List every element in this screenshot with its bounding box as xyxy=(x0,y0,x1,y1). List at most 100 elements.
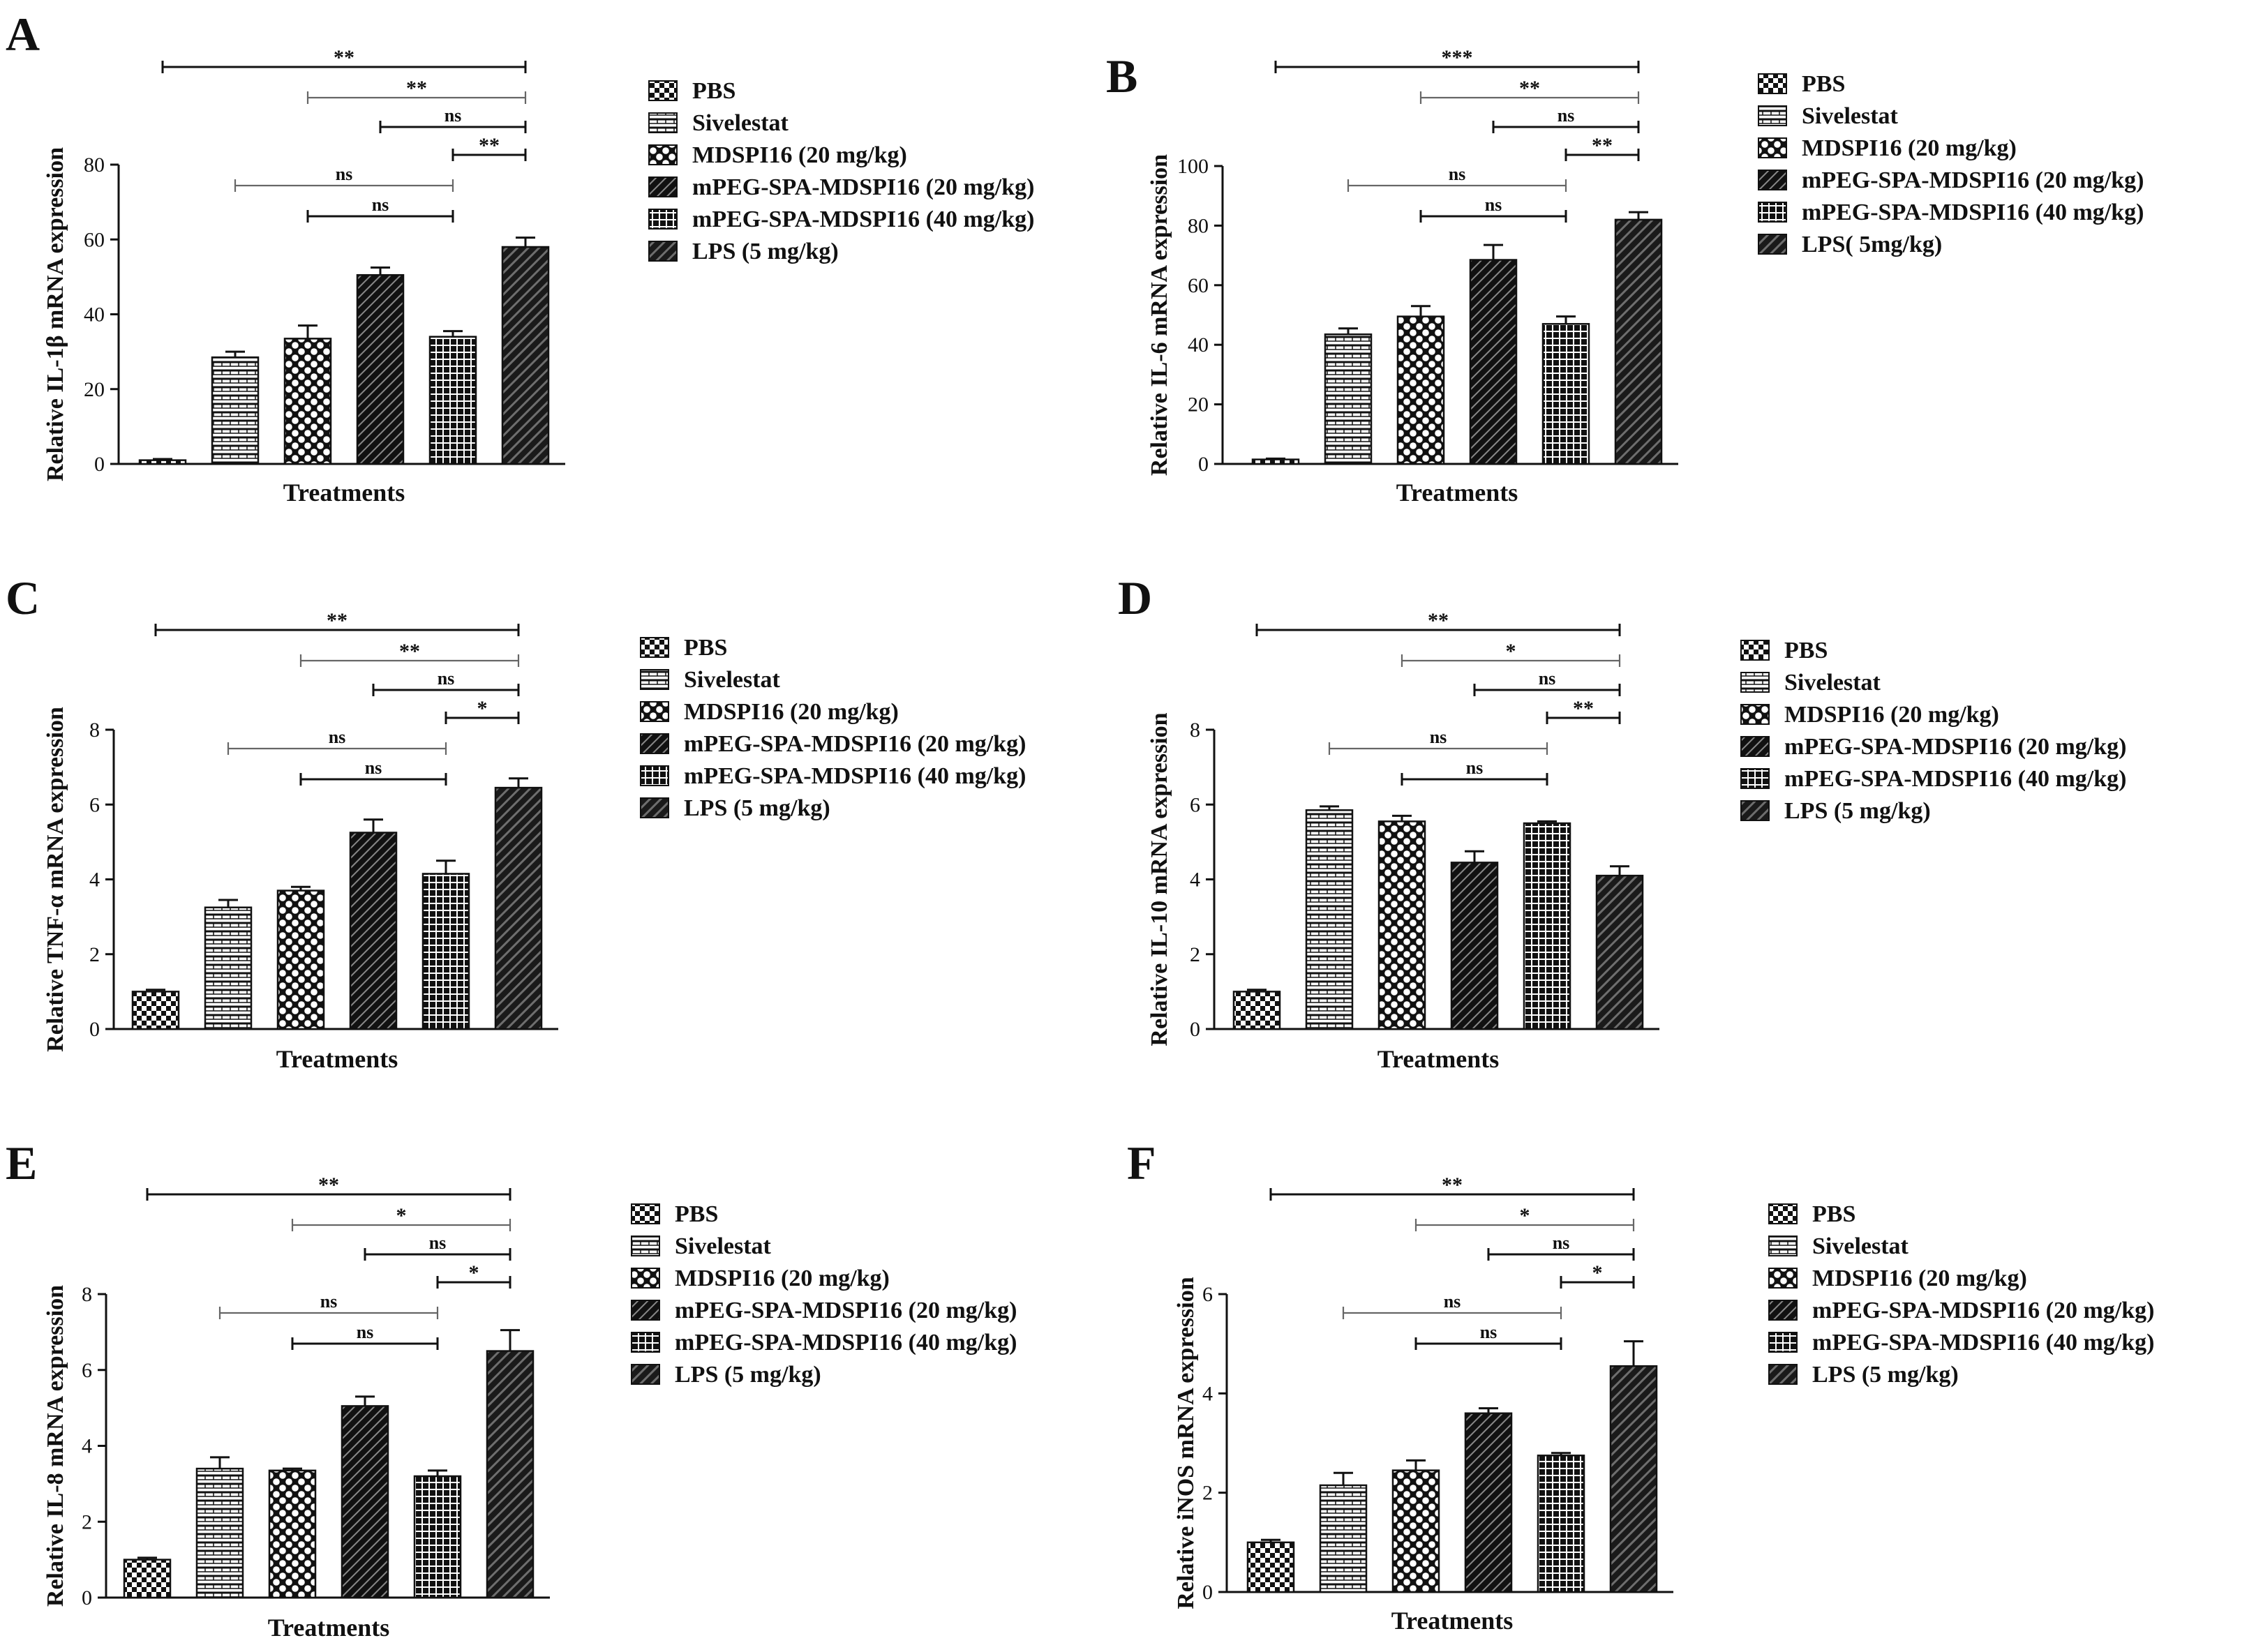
significance-label: ** xyxy=(1442,1173,1463,1196)
y-tick-label: 20 xyxy=(1188,393,1209,416)
y-tick-label: 0 xyxy=(82,1586,92,1609)
legend-swatch xyxy=(1740,640,1770,661)
y-tick-label: 2 xyxy=(1190,943,1200,966)
legend-label: LPS (5 mg/kg) xyxy=(692,239,839,264)
significance-label: ** xyxy=(1573,697,1594,720)
significance-label: ns xyxy=(1553,1233,1570,1253)
x-axis-label: Treatments xyxy=(268,1614,390,1642)
y-tick-label: 0 xyxy=(1190,1018,1200,1041)
chart-panel-c: C 0 2 4 6 8 Relative TNF-α mRNA expression Trea… xyxy=(6,571,1026,1073)
legend-swatch xyxy=(1768,1236,1798,1256)
chart-panel-e: E 0 2 4 6 8 Relative IL-8 mRNA expression Treat… xyxy=(6,1136,1017,1642)
legend-swatch xyxy=(631,1236,660,1256)
panel-letter: D xyxy=(1118,571,1152,624)
bar xyxy=(1469,259,1518,465)
bar xyxy=(1595,874,1644,1030)
y-axis-label: Relative IL-1β mRNA expression xyxy=(43,147,68,481)
legend-label: mPEG-SPA-MDSPI16 (20 mg/kg) xyxy=(1802,167,2144,193)
legend-label: PBS xyxy=(1802,71,1845,97)
bar xyxy=(494,786,543,1030)
bar xyxy=(195,1467,244,1599)
bar xyxy=(428,336,477,465)
legend-swatch xyxy=(1768,1332,1798,1353)
x-axis-label: Treatments xyxy=(1396,479,1518,506)
legend-swatch xyxy=(1740,800,1770,821)
y-axis-label: Relative IL-10 mRNA expression xyxy=(1147,712,1172,1046)
legend-swatch xyxy=(1758,137,1787,158)
significance-label: ** xyxy=(399,640,420,663)
legend-label: Sivelestat xyxy=(684,667,781,693)
y-tick-label: 4 xyxy=(82,1435,92,1458)
legend-label: MDSPI16 (20 mg/kg) xyxy=(1784,702,1999,728)
legend-label: mPEG-SPA-MDSPI16 (40 mg/kg) xyxy=(1784,766,2126,792)
panel-letter: F xyxy=(1127,1136,1156,1189)
legend-label: mPEG-SPA-MDSPI16 (20 mg/kg) xyxy=(684,731,1026,757)
y-tick-label: 4 xyxy=(1190,869,1200,892)
legend-swatch xyxy=(1758,202,1787,223)
significance-label: ns xyxy=(1480,1322,1498,1342)
legend-swatch xyxy=(640,637,669,658)
legend: PBS Sivelestat MDSPI16 (20 mg/kg) mPEG-SPA-… xyxy=(648,78,1034,264)
legend-swatch xyxy=(631,1268,660,1289)
legend-label: MDSPI16 (20 mg/kg) xyxy=(1802,135,2017,161)
legend: PBS Sivelestat MDSPI16 (20 mg/kg) mPEG-SPA-… xyxy=(1758,71,2144,257)
bar xyxy=(356,273,405,465)
significance-label: * xyxy=(1520,1204,1530,1227)
legend-label: LPS (5 mg/kg) xyxy=(1784,798,1931,824)
legend-swatch xyxy=(1768,1268,1798,1289)
significance-label: ** xyxy=(406,77,427,100)
bar xyxy=(1305,809,1354,1030)
bar xyxy=(1541,323,1590,465)
legend-swatch xyxy=(1740,672,1770,693)
legend-swatch xyxy=(1758,105,1787,126)
legend: PBS Sivelestat MDSPI16 (20 mg/kg) mPEG-SPA-… xyxy=(1768,1201,2154,1388)
bar xyxy=(1246,1541,1295,1593)
x-axis-label: Treatments xyxy=(1391,1607,1514,1635)
y-tick-label: 20 xyxy=(84,378,105,401)
legend: PBS Sivelestat MDSPI16 (20 mg/kg) mPEG-SPA-… xyxy=(640,635,1026,821)
significance-label: ns xyxy=(1449,164,1466,184)
bar xyxy=(1614,218,1663,465)
legend-label: PBS xyxy=(692,78,735,104)
y-tick-label: 0 xyxy=(1202,1581,1213,1604)
legend-swatch xyxy=(648,80,678,101)
legend-swatch xyxy=(640,669,669,690)
significance-label: ** xyxy=(327,609,348,632)
bar xyxy=(1377,820,1426,1030)
y-axis-label: Relative TNF-α mRNA expression xyxy=(43,707,68,1052)
significance-label: ns xyxy=(1558,105,1575,126)
legend-label: PBS xyxy=(684,635,727,661)
bar xyxy=(131,991,180,1030)
x-axis-label: Treatments xyxy=(1377,1045,1500,1073)
significance-label: ** xyxy=(1592,134,1613,157)
y-tick-label: 80 xyxy=(84,153,105,177)
significance-label: * xyxy=(1506,640,1516,663)
legend-label: PBS xyxy=(675,1201,718,1227)
bar xyxy=(1232,991,1281,1030)
legend-label: mPEG-SPA-MDSPI16 (40 mg/kg) xyxy=(1802,200,2144,225)
y-tick-label: 6 xyxy=(89,793,100,816)
legend-swatch xyxy=(648,144,678,165)
significance-label: * xyxy=(396,1204,407,1227)
y-tick-label: 2 xyxy=(89,943,100,966)
y-axis-label: Relative IL-6 mRNA expression xyxy=(1147,154,1172,476)
bar xyxy=(276,889,325,1030)
significance-label: ns xyxy=(1430,727,1447,747)
legend-swatch xyxy=(640,765,669,786)
y-tick-label: 0 xyxy=(94,453,105,476)
y-tick-label: 2 xyxy=(1202,1482,1213,1505)
panel-letter: B xyxy=(1106,50,1137,103)
significance-label: ns xyxy=(329,727,346,747)
bar xyxy=(123,1559,172,1599)
legend-swatch xyxy=(1768,1364,1798,1385)
legend-swatch xyxy=(648,241,678,262)
bar xyxy=(1523,822,1571,1030)
y-tick-label: 8 xyxy=(82,1283,92,1306)
bar xyxy=(1396,315,1445,465)
legend-label: MDSPI16 (20 mg/kg) xyxy=(684,699,899,725)
legend-label: mPEG-SPA-MDSPI16 (20 mg/kg) xyxy=(1784,734,2126,760)
legend-label: mPEG-SPA-MDSPI16 (40 mg/kg) xyxy=(1812,1330,2154,1356)
y-tick-label: 6 xyxy=(82,1359,92,1382)
